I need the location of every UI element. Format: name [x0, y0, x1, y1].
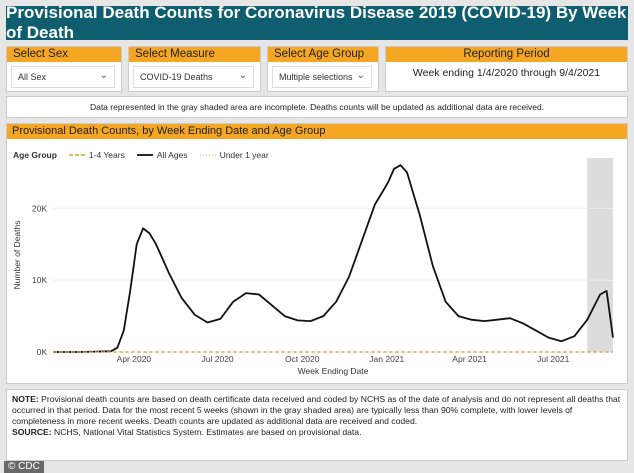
chevron-down-icon: ⌄ [238, 70, 247, 81]
series-line-all-ages [53, 164, 614, 353]
age-group-dropdown-value: Multiple selections [279, 72, 353, 82]
legend-swatch-all-ages [136, 154, 153, 156]
legend-swatch-under-1-year [199, 154, 216, 156]
x-tick-label: Jul 2020 [202, 354, 234, 364]
x-axis-title: Week Ending Date [298, 366, 369, 376]
legend-item-all-ages[interactable]: All Ages [136, 150, 188, 160]
y-tick-label: 0K [37, 347, 48, 357]
sex-dropdown[interactable]: All Sex ⌄ [11, 66, 115, 88]
note-text: Provisional death counts are based on de… [12, 394, 621, 426]
chevron-down-icon: ⌄ [356, 70, 365, 81]
x-tick-label: Jan 2021 [369, 354, 404, 364]
measure-dropdown-value: COVID-19 Deaths [140, 72, 213, 82]
legend-label-all-ages: All Ages [156, 150, 188, 160]
chevron-down-icon: ⌄ [99, 70, 108, 81]
note-paragraph: NOTE: Provisional death counts are based… [12, 394, 622, 427]
reporting-period-label: Reporting Period [386, 47, 627, 62]
legend-label-under-1-year: Under 1 year [219, 150, 269, 160]
filters-bar: Select Sex All Sex ⌄ Select Measure COVI… [6, 46, 628, 92]
source-paragraph: SOURCE: NCHS, National Vital Statistics … [12, 427, 622, 438]
line-chart[interactable]: 0K 10K 20K Apr 2020 Jul 2020 Oct 2020 Jan 2021… [7, 124, 627, 383]
note-label: NOTE: [12, 394, 39, 404]
sex-filter-label: Select Sex [7, 47, 121, 62]
x-tick-label: Jul 2021 [537, 354, 569, 364]
age-group-filter[interactable]: Select Age Group Multiple selections ⌄ [267, 46, 379, 92]
legend-item-under-1-year[interactable]: Under 1 year [199, 150, 269, 160]
chart-panel: 0K 10K 20K Apr 2020 Jul 2020 Oct 2020 Jan 2021… [6, 123, 628, 384]
chart-header: Provisional Death Counts, by Week Ending… [7, 124, 627, 139]
y-axis-title: Number of Deaths [12, 221, 22, 290]
measure-filter-label: Select Measure [129, 47, 260, 62]
incomplete-data-notice: Data represented in the gray shaded area… [6, 96, 628, 118]
notes-panel: NOTE: Provisional death counts are based… [6, 389, 628, 461]
x-tick-label: Oct 2020 [285, 354, 320, 364]
x-tick-label: Apr 2020 [117, 354, 152, 364]
sex-filter[interactable]: Select Sex All Sex ⌄ [6, 46, 122, 92]
legend-label-1-4-years: 1-4 Years [88, 150, 125, 160]
sex-dropdown-value: All Sex [18, 72, 47, 82]
age-group-dropdown[interactable]: Multiple selections ⌄ [272, 66, 372, 88]
measure-filter[interactable]: Select Measure COVID-19 Deaths ⌄ [128, 46, 261, 92]
legend-item-1-4-years[interactable]: 1-4 Years [68, 150, 125, 160]
source-text: NCHS, National Vital Statistics System. … [51, 427, 362, 437]
x-tick-label: Apr 2021 [452, 354, 487, 364]
y-tick-label: 20K [32, 203, 47, 213]
age-group-filter-label: Select Age Group [268, 47, 378, 62]
image-credit: © CDC [4, 461, 44, 473]
measure-dropdown[interactable]: COVID-19 Deaths ⌄ [133, 66, 254, 88]
incomplete-shaded-region [587, 158, 613, 352]
legend-swatch-1-4-years [68, 154, 85, 156]
source-label: SOURCE: [12, 427, 52, 437]
page-title: Provisional Death Counts for Coronavirus… [6, 3, 628, 42]
legend-title: Age Group [13, 150, 57, 160]
reporting-period: Reporting Period Week ending 1/4/2020 th… [385, 46, 628, 92]
chart-legend: Age Group 1-4 Years All Ages Under 1 yea… [13, 150, 281, 160]
reporting-period-value: Week ending 1/4/2020 through 9/4/2021 [412, 67, 601, 79]
y-tick-label: 10K [32, 275, 47, 285]
